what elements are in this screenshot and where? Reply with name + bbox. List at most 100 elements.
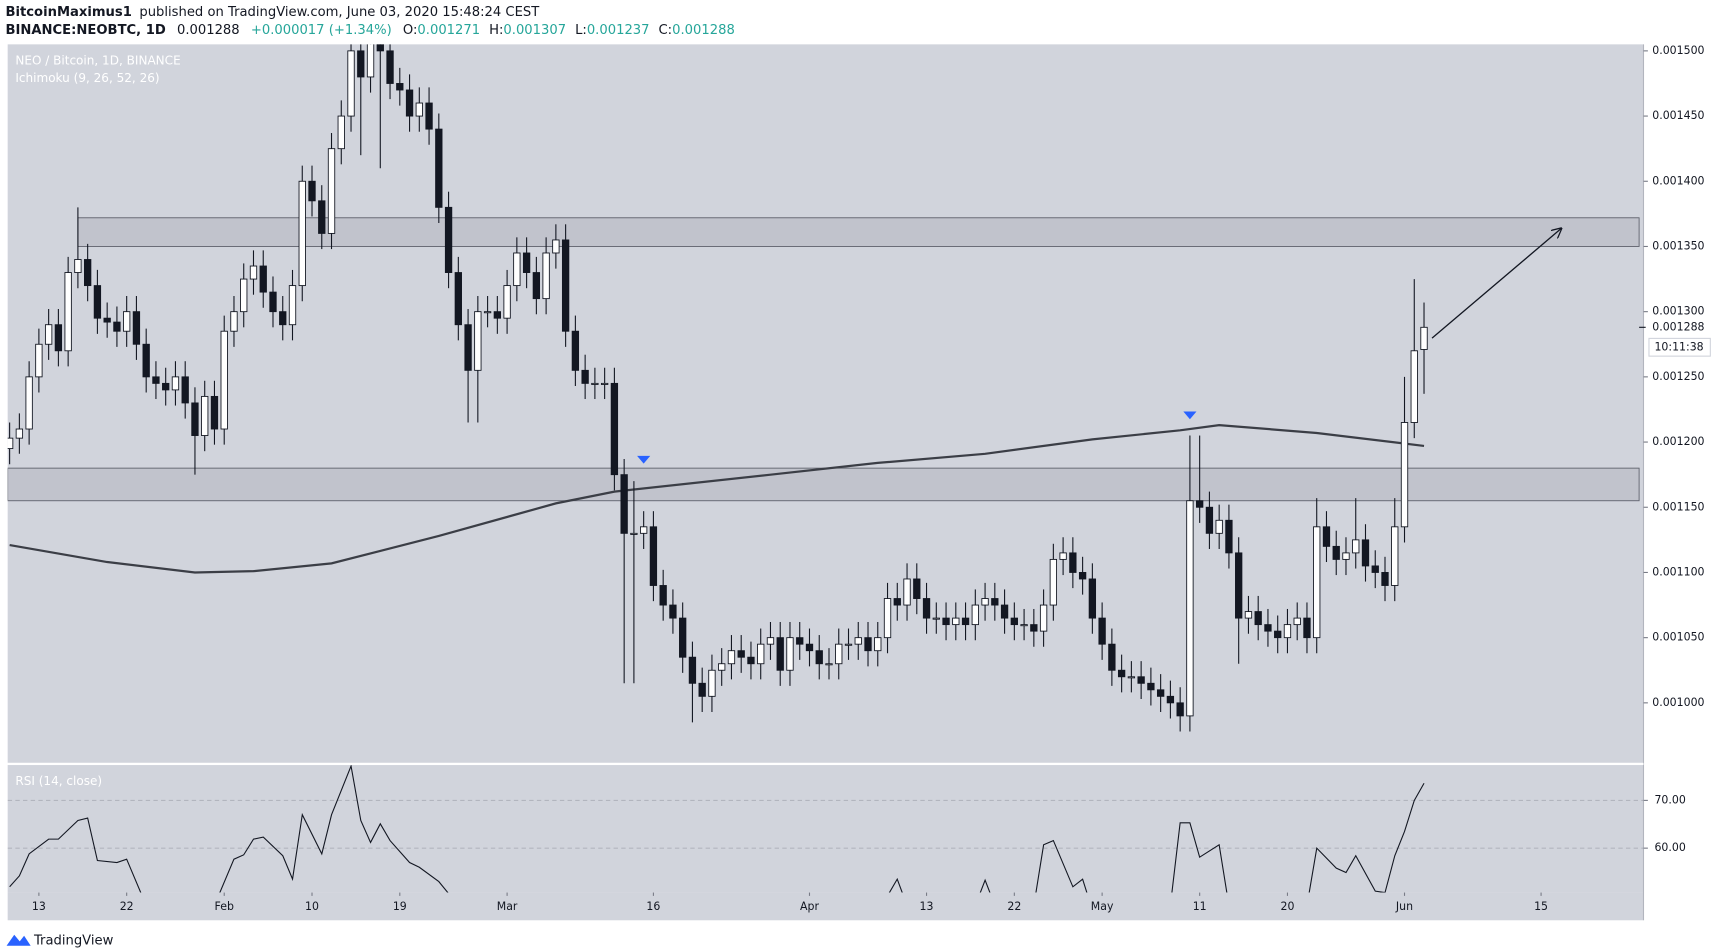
candle-body (503, 285, 511, 319)
candle-body (1400, 422, 1409, 528)
candle-body (318, 200, 326, 234)
candle-body (123, 311, 131, 332)
candle-body (766, 637, 775, 645)
low-label: L: (575, 23, 587, 38)
open-label: O: (403, 23, 418, 38)
candle-body (1254, 611, 1262, 626)
zone (77, 217, 1640, 247)
candle-body (7, 437, 14, 450)
candle-body (347, 50, 355, 117)
candle-body (600, 382, 609, 385)
chart-title: NEO / Bitcoin, 1D, BINANCE (15, 53, 180, 67)
candle-body (54, 324, 63, 352)
candle-body (718, 663, 726, 671)
candle-body (913, 578, 921, 599)
candle-body (679, 617, 687, 658)
candle-body (337, 115, 345, 150)
candle-body (142, 343, 150, 378)
signal-marker (1183, 411, 1197, 420)
symbol: BINANCE:NEOBTC, 1D (5, 23, 165, 38)
candle-body (893, 598, 901, 606)
candle-body (1215, 519, 1223, 534)
candle-body (542, 252, 550, 300)
x-tick-label: 13 (920, 900, 934, 913)
y-tick-label: 0.001300 (1652, 305, 1704, 318)
candle-body (620, 474, 628, 534)
candle-body (513, 252, 521, 287)
candle-body (952, 617, 960, 626)
candle-body (1078, 572, 1087, 580)
candle-body (464, 324, 472, 371)
candle-body (864, 637, 872, 652)
candle-body (1361, 539, 1370, 567)
high-label: H: (489, 23, 503, 38)
candle-body (1274, 630, 1282, 639)
candle-body (493, 311, 502, 319)
candle-body (1293, 617, 1301, 626)
x-tick-label: Mar (497, 900, 518, 913)
candle-body (630, 532, 638, 535)
candle-body (474, 311, 482, 371)
candle-body (835, 643, 843, 665)
candle-body (737, 650, 745, 658)
candle-body (1225, 519, 1233, 554)
x-tick-label: Feb (215, 900, 234, 913)
candle-body (454, 272, 462, 326)
candle-body (1088, 578, 1097, 619)
candle-body (776, 637, 784, 671)
candle-body (1069, 552, 1077, 573)
close-label: C: (659, 23, 673, 38)
candle-body (1098, 617, 1106, 645)
candle-body (249, 265, 258, 280)
candle-body (591, 382, 599, 385)
candle-body (181, 376, 189, 404)
candle-body (308, 180, 316, 202)
candle-body (230, 311, 238, 332)
brand[interactable]: TradingView (33, 933, 114, 948)
candle-body (649, 526, 658, 586)
candle-body (210, 395, 219, 430)
last-price-label: 0.001288 (1652, 320, 1704, 333)
candle-body (103, 317, 111, 323)
candle-body (1420, 326, 1428, 350)
candle-body (1166, 695, 1175, 704)
candle-body (669, 604, 677, 619)
candle-body (1049, 558, 1058, 606)
candle-body (532, 272, 541, 300)
y-tick-label: 0.001100 (1652, 565, 1704, 578)
candle-body (1010, 617, 1018, 626)
candle-body (874, 637, 882, 652)
candle-body (396, 83, 404, 91)
candle-body (132, 311, 141, 345)
candle-body (288, 285, 297, 326)
x-tick-label: May (1091, 900, 1114, 913)
candle-body (259, 265, 267, 293)
x-tick-label: 10 (305, 900, 319, 913)
candle-body (1196, 500, 1204, 508)
candle-body (1205, 506, 1214, 534)
candle-body (366, 44, 375, 78)
logo-shape (6, 934, 31, 946)
candle-body (1039, 604, 1048, 632)
rsi-tick-label: 70.00 (1654, 793, 1685, 806)
candle-body (903, 578, 911, 606)
candle-body (571, 330, 580, 371)
candle-body (1303, 617, 1311, 639)
author[interactable]: BitcoinMaximus1 (5, 5, 131, 20)
candle-body (552, 239, 560, 254)
y-tick-label: 0.001150 (1652, 500, 1704, 513)
candle-body (269, 291, 277, 313)
candle-body (220, 330, 228, 430)
candle-body (191, 402, 199, 436)
open-value: 0.001271 (417, 23, 480, 38)
candle-body (298, 180, 306, 287)
x-tick-label: Jun (1395, 900, 1413, 913)
candle-body (825, 663, 833, 666)
brand-logo (6, 934, 31, 946)
candle-body (581, 369, 589, 384)
countdown-box (1648, 337, 1711, 357)
signal-marker (637, 455, 651, 464)
candle-body (922, 598, 931, 619)
candle-body (1108, 643, 1116, 671)
